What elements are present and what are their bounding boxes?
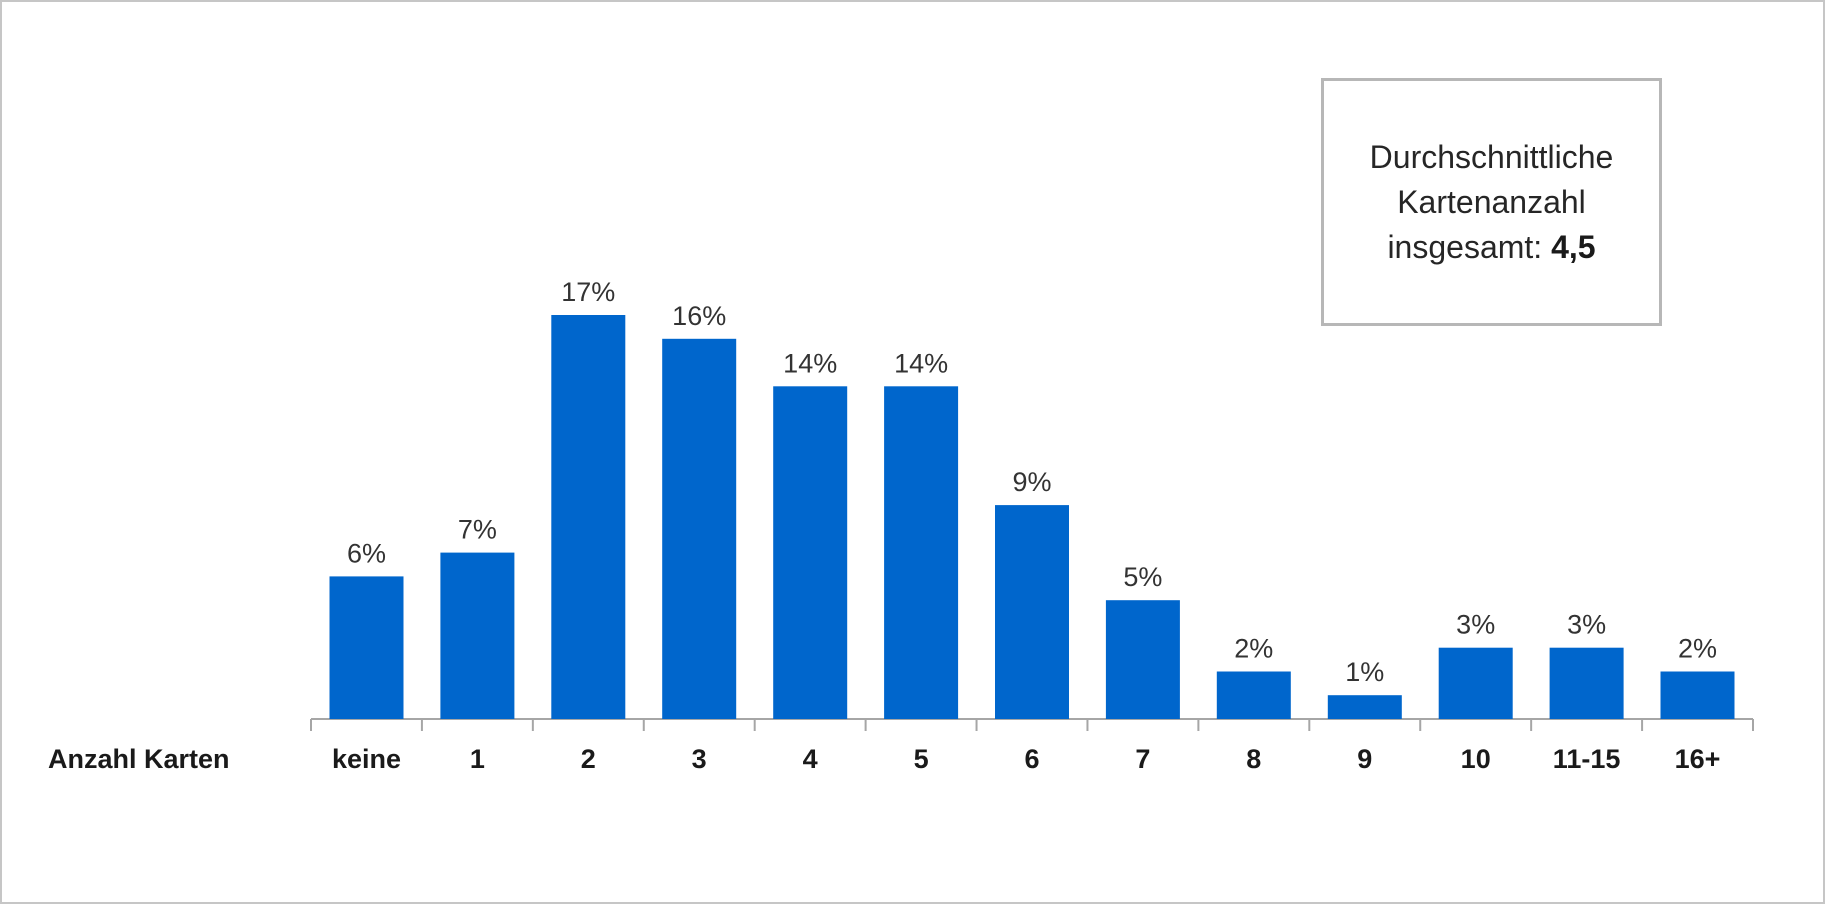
bar-10 — [1438, 647, 1513, 719]
info-line-3-prefix: insgesamt: — [1387, 228, 1552, 265]
bar-value-label: 3% — [1456, 610, 1495, 640]
bar-value-labels: 6% 7% 17% 16% 14% 14% 9% 5% 2% 1% 3% 3% 2% — [347, 277, 1717, 687]
bar-2 — [551, 315, 626, 719]
x-tick-label: 11-15 — [1553, 744, 1621, 774]
average-card-count-text: Durchschnittliche Kartenanzahl insgesamt… — [1370, 135, 1614, 270]
x-tick-label: 1 — [470, 744, 485, 774]
x-axis-title: Anzahl Karten — [48, 744, 230, 774]
bar-11-15 — [1549, 647, 1624, 719]
bar-keine — [329, 576, 404, 719]
bar-value-label: 2% — [1678, 634, 1717, 664]
bar-value-label: 9% — [1012, 467, 1051, 497]
bar-9 — [1327, 695, 1402, 719]
bar-value-label: 14% — [894, 348, 948, 378]
x-axis-ticks — [310, 719, 1754, 731]
bar-1 — [440, 552, 515, 719]
x-tick-labels: keine 1 2 3 4 5 6 7 8 9 10 11-15 16+ — [332, 744, 1720, 774]
bar-value-label: 3% — [1567, 610, 1606, 640]
average-value: 4,5 — [1551, 228, 1596, 265]
x-tick-label: 3 — [692, 744, 707, 774]
bar-value-label: 2% — [1234, 634, 1273, 664]
info-line-1: Durchschnittliche — [1369, 138, 1614, 175]
x-tick-label: 8 — [1246, 744, 1261, 774]
bars — [329, 315, 1735, 719]
bar-value-label: 17% — [561, 277, 615, 307]
info-line-3: insgesamt: 4,5 — [1370, 225, 1614, 270]
bar-5 — [884, 386, 959, 719]
bar-4 — [773, 386, 848, 719]
bar-value-label: 1% — [1345, 657, 1384, 687]
average-card-count-box: Durchschnittliche Kartenanzahl insgesamt… — [1321, 78, 1662, 326]
bar-6 — [995, 505, 1069, 719]
bar-16+ — [1660, 671, 1735, 719]
bar-value-label: 16% — [672, 301, 726, 331]
x-tick-label: 9 — [1357, 744, 1372, 774]
x-tick-label: 16+ — [1675, 744, 1721, 774]
x-tick-label: 2 — [581, 744, 596, 774]
bar-3 — [662, 338, 737, 719]
x-tick-label: 6 — [1024, 744, 1039, 774]
x-tick-label: 10 — [1461, 744, 1491, 774]
bar-value-label: 7% — [458, 515, 497, 545]
bar-value-label: 14% — [783, 348, 837, 378]
info-line-2: Kartenanzahl — [1397, 183, 1586, 220]
bar-8 — [1216, 671, 1291, 719]
bar-value-label: 6% — [347, 538, 386, 568]
x-tick-label: keine — [332, 744, 401, 774]
x-tick-label: 5 — [914, 744, 929, 774]
bar-value-label: 5% — [1123, 562, 1162, 592]
x-tick-label: 4 — [803, 744, 818, 774]
x-tick-label: 7 — [1135, 744, 1150, 774]
bar-7 — [1105, 600, 1180, 719]
